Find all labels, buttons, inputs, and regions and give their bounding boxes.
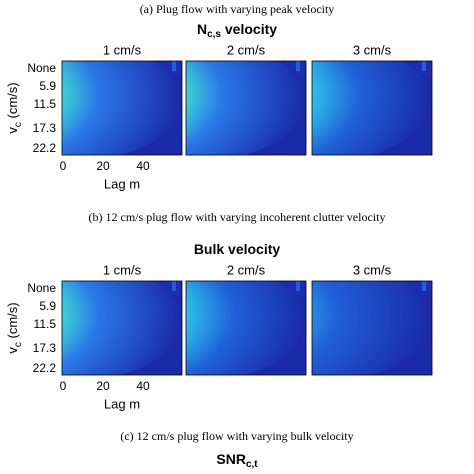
x-tick-label: 0: [60, 379, 67, 393]
heatmap-frame: [61, 60, 183, 156]
y-axis-label: vc (cm/s): [5, 302, 23, 353]
heatmap: [186, 61, 306, 155]
y-tick-label: 22.2: [33, 141, 57, 155]
heatmap-field: [186, 281, 306, 375]
x-tick-label: 0: [60, 159, 67, 173]
section-title: Nc,s velocity: [197, 21, 277, 40]
y-tick-label: None: [27, 61, 56, 75]
y-tick-label: 22.2: [33, 361, 57, 375]
x-axis-label: Lag m: [104, 396, 140, 411]
section-title: SNRc,t: [216, 451, 258, 470]
x-tick-label: 40: [136, 379, 150, 393]
x-tick-label: 20: [96, 379, 110, 393]
heatmap: [62, 61, 182, 155]
panel-title: 1 cm/s: [103, 262, 142, 277]
panel-title: 3 cm/s: [353, 42, 392, 57]
y-axis-label-rest: (cm/s): [5, 302, 20, 342]
y-axis-label-rest: (cm/s): [5, 82, 20, 122]
y-tick-label: 5.9: [39, 79, 56, 93]
y-tick-label: 5.9: [39, 299, 56, 313]
y-tick-label: 17.3: [33, 121, 57, 135]
panel-title: 1 cm/s: [103, 42, 142, 57]
caption: (c) 12 cm/s plug flow with varying bulk …: [120, 429, 353, 443]
y-axis-label-main: v: [5, 347, 20, 354]
caption: (b) 12 cm/s plug flow with varying incoh…: [89, 210, 386, 224]
heatmap: [186, 281, 306, 375]
heatmap-edge: [296, 61, 300, 71]
heatmap-frame: [61, 280, 183, 376]
panel-title: 2 cm/s: [227, 42, 266, 57]
x-axis-label: Lag m: [104, 176, 140, 191]
x-tick-label: 40: [136, 159, 150, 173]
section-title-sub: c,s: [207, 29, 221, 40]
heatmap: [62, 281, 182, 375]
section-title: Bulk velocity: [194, 241, 281, 257]
y-tick-label: 11.5: [34, 317, 57, 331]
heatmap-edge: [172, 61, 176, 71]
section-title-main: Bulk velocity: [194, 241, 281, 257]
heatmap: [312, 281, 432, 375]
section-title-rest: velocity: [221, 21, 277, 37]
heatmap-edge: [422, 61, 426, 71]
heatmap-field: [312, 61, 432, 155]
y-axis-label-sub: c: [13, 122, 24, 127]
panel-title: 2 cm/s: [227, 262, 266, 277]
y-axis-label: vc (cm/s): [5, 82, 23, 133]
heatmap-field: [62, 281, 182, 375]
heatmap-edge: [296, 281, 300, 291]
panel-title: 3 cm/s: [353, 262, 392, 277]
y-tick-label: None: [27, 281, 56, 295]
x-tick-label: 20: [96, 159, 110, 173]
heatmap: [312, 61, 432, 155]
heatmap-field: [312, 281, 432, 375]
y-axis-label-main: v: [5, 127, 20, 134]
section-title-main: N: [197, 21, 207, 37]
y-axis-label-sub: c: [13, 342, 24, 347]
heatmap-edge: [172, 281, 176, 291]
heatmap-frame: [185, 280, 307, 376]
section-title-sub: c,t: [246, 459, 258, 470]
heatmap-edge: [422, 281, 426, 291]
heatmap-frame: [311, 60, 433, 156]
heatmap-field: [62, 61, 182, 155]
section-title-main: SNR: [216, 451, 246, 467]
y-tick-label: 11.5: [34, 97, 57, 111]
heatmap-frame: [311, 280, 433, 376]
heatmap-frame: [185, 60, 307, 156]
y-tick-label: 17.3: [33, 341, 57, 355]
heatmap-field: [186, 61, 306, 155]
caption: (a) Plug flow with varying peak velocity: [140, 2, 335, 16]
